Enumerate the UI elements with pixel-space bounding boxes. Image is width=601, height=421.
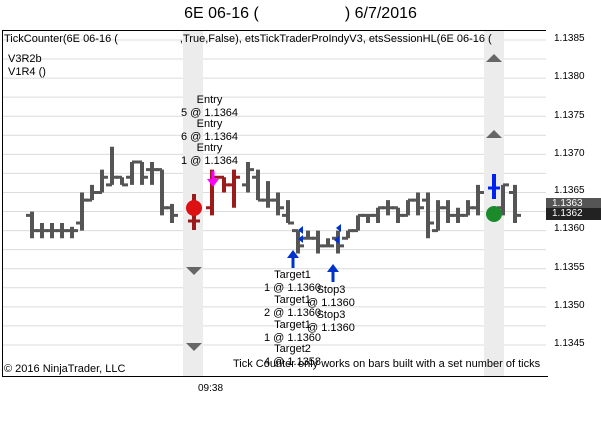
- exit-signal-3: Target1 2 @ 1.1360: [264, 294, 321, 320]
- exit-dot-icon: [486, 206, 502, 222]
- exit-tick-icon: [298, 226, 303, 234]
- title-instrument: 6E 06-16 (: [184, 5, 259, 22]
- version-line-2: V1R4 (): [8, 66, 46, 78]
- indicator-header-start: TickCounter(6E 06-16 (: [4, 33, 118, 45]
- title-close-paren: ): [344, 5, 351, 22]
- indicator-header-rest: ,True,False), etsTickTraderProIndyV3, et…: [179, 33, 492, 45]
- title-date: 6/7/2016: [354, 5, 417, 22]
- session-low-marker-icon: [186, 267, 202, 275]
- price-tick-5: 1.1365: [554, 185, 585, 196]
- price-tick-2: 1.1380: [554, 71, 585, 82]
- exit-signal-2: Stop3 @ 1.1360: [307, 284, 355, 310]
- session-high-marker-icon: [486, 130, 502, 138]
- exit-signal-5-detail: 1 @ 1.1360: [264, 332, 322, 344]
- entry-signal-2: Entry 6 @ 1.1364: [181, 118, 238, 144]
- exit-tick-icon: [334, 236, 339, 244]
- price-tick-8: 1.1350: [554, 300, 585, 311]
- exit-tick-icon: [298, 235, 303, 243]
- exit-signal-1-detail: 1 @ 1.1360: [264, 282, 322, 294]
- time-label: 09:38: [198, 383, 224, 394]
- price-badge-upper: 1.1363: [546, 198, 601, 210]
- version-line-1: V3R2b: [8, 53, 42, 65]
- exit-signal-1-label: Target1: [274, 269, 311, 281]
- entry-dot-icon: [186, 200, 202, 216]
- price-tick-6: 1.1360: [554, 223, 585, 234]
- session-band-right: [484, 31, 504, 376]
- exit-signal-3-detail: 2 @ 1.1360: [264, 307, 322, 319]
- exit-signal-5-label: Target1: [274, 319, 311, 331]
- price-tick-9: 1.1345: [554, 338, 585, 349]
- chart-canvas[interactable]: [3, 31, 547, 376]
- copyright-notice: © 2016 NinjaTrader, LLC: [4, 363, 126, 375]
- exit-arrow-icon: [327, 264, 339, 272]
- exit-signal-3-label: Target1: [274, 294, 311, 306]
- entry-signal-2-label: Entry: [196, 118, 223, 130]
- price-tick-4: 1.1370: [554, 148, 585, 159]
- exit-tick-icon: [336, 224, 341, 232]
- price-tick-7: 1.1355: [554, 262, 585, 273]
- entry-signal-1: Entry 5 @ 1.1364: [181, 94, 238, 120]
- session-high-marker-icon: [486, 54, 502, 62]
- chart-title: 6E 06-16 () 6/7/2016: [0, 0, 601, 28]
- price-axis[interactable]: 1.1385 1.1380 1.1375 1.1370 1.1365 1.136…: [546, 30, 601, 376]
- session-low-marker-icon: [186, 343, 202, 351]
- entry-signal-3-detail: 1 @ 1.1364: [181, 155, 239, 167]
- tick-counter-notice: Tick Counter only works on bars built wi…: [233, 358, 541, 370]
- exit-signal-5: Target1 1 @ 1.1360: [264, 319, 321, 345]
- exit-signal-6-label: Target2: [274, 343, 311, 355]
- exit-signal-4-label: Stop3: [316, 309, 346, 321]
- price-badge-lower: 1.1362: [546, 208, 601, 220]
- entry-signal-3-label: Entry: [196, 142, 223, 154]
- entry-signal-3: Entry 1 @ 1.1364: [181, 142, 238, 168]
- exit-signal-2-detail: @ 1.1360: [307, 297, 355, 309]
- entry-signal-1-label: Entry: [196, 94, 223, 106]
- entry-signal-2-detail: 6 @ 1.1364: [181, 131, 239, 143]
- exit-signal-1: Target1 1 @ 1.1360: [264, 269, 321, 295]
- exit-signal-4-detail: @ 1.1360: [307, 322, 355, 334]
- time-axis[interactable]: 09:38: [2, 376, 547, 421]
- price-tick-3: 1.1375: [554, 110, 585, 121]
- exit-signal-2-label: Stop3: [316, 284, 346, 296]
- exit-arrow-icon: [287, 250, 299, 258]
- exit-signal-4: Stop3 @ 1.1360: [307, 309, 355, 335]
- entry-signal-1-detail: 5 @ 1.1364: [181, 107, 239, 119]
- entry-arrow-icon: [207, 179, 219, 187]
- chart-panel[interactable]: TickCounter(6E 06-16 ( ,True,False), etsT…: [2, 30, 548, 377]
- price-tick-1: 1.1385: [554, 33, 585, 44]
- exit-signal-6-detail: 4 @ 1.1358: [264, 356, 322, 368]
- exit-signal-6: Target2 4 @ 1.1358: [264, 343, 321, 369]
- indicator-header: TickCounter(6E 06-16 ( ,True,False), etsT…: [4, 33, 492, 45]
